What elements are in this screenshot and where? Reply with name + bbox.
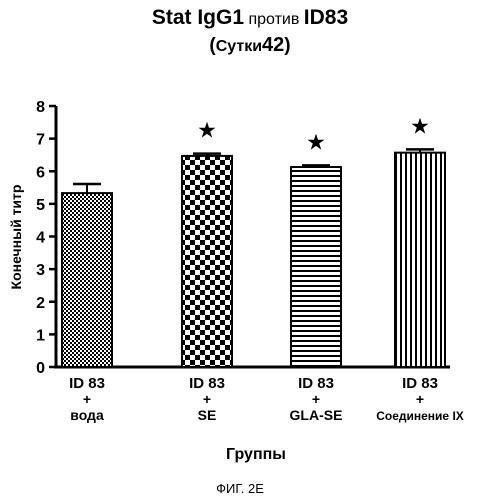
x-tick-label-line2: + xyxy=(83,391,91,407)
chart-title-line1: Stat IgG1 против ID83 xyxy=(152,6,348,29)
x-tick-label-line1: ID 83 xyxy=(402,375,438,392)
y-tick-label: 0 xyxy=(36,360,45,377)
x-tick-label-line3: SE xyxy=(198,407,217,423)
y-tick-label: 3 xyxy=(36,262,45,279)
x-axis-label: Группы xyxy=(226,446,286,463)
title-word: Сутки xyxy=(216,38,262,55)
y-tick-label: 2 xyxy=(36,295,45,312)
x-tick-label-line3: вода xyxy=(70,407,104,423)
title-paren-close: ) xyxy=(284,35,290,56)
y-tick-label: 1 xyxy=(36,327,45,344)
x-tick-label-line3: Соединение IX xyxy=(376,409,464,423)
title-paren-open: ( xyxy=(209,35,216,56)
title-bold-b: ID83 xyxy=(304,6,348,29)
title-normal: против xyxy=(244,11,304,28)
title-num: 42 xyxy=(262,34,284,56)
chart-title-line2: (Сутки42) xyxy=(209,34,290,56)
x-tick-label-line3: GLA-SE xyxy=(290,407,343,423)
x-tick-label-line1: ID 83 xyxy=(298,375,334,392)
bars: ★ ★ ★ xyxy=(61,114,446,368)
x-tick-label-line2: + xyxy=(312,391,320,407)
bar xyxy=(290,166,342,368)
x-tick-label-line2: + xyxy=(203,391,211,407)
title-bold-a: Stat IgG1 xyxy=(152,6,245,29)
significance-star: ★ xyxy=(410,114,430,139)
figure-caption: ФИГ. 2Е xyxy=(216,481,264,496)
significance-star: ★ xyxy=(197,119,217,144)
y-axis-label: Конечный титр xyxy=(8,185,24,290)
significance-star: ★ xyxy=(306,130,326,155)
bar xyxy=(394,151,446,368)
x-tick-label-line1: ID 83 xyxy=(189,375,225,392)
y-tick-label: 4 xyxy=(36,230,45,247)
x-tick-label-line1: ID 83 xyxy=(69,375,105,392)
bar xyxy=(61,192,113,368)
y-tick-label: 8 xyxy=(36,99,45,116)
x-tick-label-line2: + xyxy=(416,391,424,407)
y-ticks: 0 1 2 3 4 5 6 7 8 xyxy=(36,99,56,377)
bar xyxy=(181,154,233,368)
y-tick-label: 6 xyxy=(36,164,45,181)
y-tick-label: 5 xyxy=(36,197,45,214)
y-tick-label: 7 xyxy=(36,132,45,149)
